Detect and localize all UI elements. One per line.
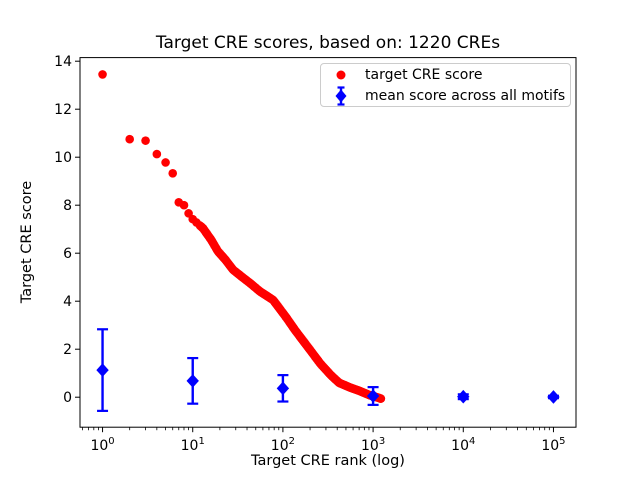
- blue-diamond-point: [366, 389, 380, 403]
- y-tick-label: 12: [54, 102, 72, 118]
- y-tick-label: 14: [54, 54, 72, 70]
- legend-label: target CRE score: [365, 66, 483, 83]
- circle-marker-icon: [336, 70, 346, 79]
- series-target-cre-score: [98, 70, 386, 403]
- y-axis-label: Target CRE score: [19, 180, 35, 304]
- x-minor-ticks: [82, 427, 550, 431]
- blue-diamond-point: [457, 389, 470, 404]
- red-point: [179, 200, 189, 210]
- legend-item-target-cre-score: target CRE score: [321, 64, 570, 85]
- x-tick-label: 101: [181, 436, 205, 454]
- red-point: [152, 149, 162, 159]
- y-tick-label: 10: [54, 150, 72, 166]
- x-tick-label: 100: [90, 436, 114, 454]
- y-tick-label: 0: [63, 390, 72, 406]
- x-axis-ticks: 100 101 102 103 104 105: [90, 427, 566, 454]
- x-tick-label: 103: [361, 436, 385, 454]
- legend-diamond-errorbar-icon: [335, 85, 347, 106]
- blue-diamond-point: [96, 363, 109, 377]
- diamond-marker-icon: [335, 89, 347, 102]
- legend-item-mean-score: mean score across all motifs: [321, 85, 570, 106]
- x-tick-label: 104: [451, 436, 475, 454]
- y-tick-label: 8: [63, 198, 72, 214]
- x-tick-label: 102: [271, 436, 295, 454]
- series-mean-score: [96, 328, 560, 412]
- legend-label: mean score across all motifs: [365, 87, 566, 104]
- red-point: [125, 134, 134, 144]
- blue-diamond-point: [186, 374, 199, 388]
- red-point: [98, 70, 107, 79]
- red-point: [161, 158, 170, 167]
- y-axis-ticks: 0 2 4 6 8 10 12 14: [54, 54, 80, 406]
- red-point: [141, 136, 150, 145]
- x-axis-label: Target CRE rank (log): [251, 453, 405, 469]
- y-tick-label: 6: [63, 246, 72, 262]
- y-tick-label: 2: [63, 342, 72, 358]
- x-tick-label: 105: [541, 436, 565, 454]
- blue-diamond-point: [276, 381, 290, 396]
- blue-diamond-point: [547, 390, 560, 404]
- legend: target CRE score mean score across all m…: [320, 63, 571, 107]
- axes-frame: [79, 57, 577, 428]
- red-point: [168, 168, 178, 178]
- chart-title: Target CRE scores, based on: 1220 CREs: [155, 33, 501, 53]
- y-tick-label: 4: [63, 294, 72, 310]
- legend-circle-icon: [336, 70, 346, 79]
